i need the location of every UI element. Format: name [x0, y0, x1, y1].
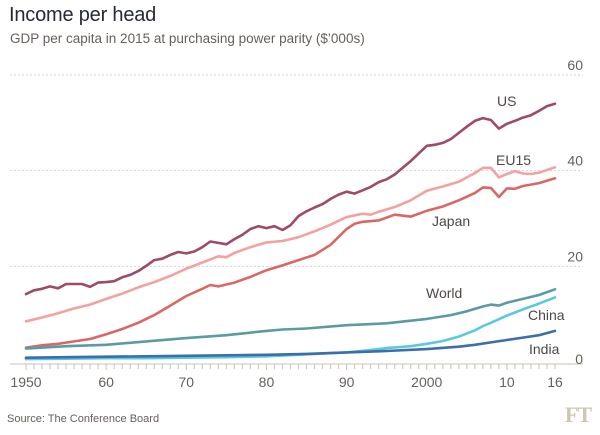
series-line-japan [24, 177, 557, 349]
x-tick-label: 90 [339, 374, 355, 390]
chart-title: Income per head [9, 4, 157, 26]
series-label-japan: Japan [432, 213, 470, 229]
series-line-us [24, 102, 557, 296]
x-tick-label: 2000 [411, 374, 442, 390]
series-label-india: India [529, 341, 560, 357]
series-line-eu15 [24, 166, 557, 323]
series-line-world [24, 288, 557, 350]
x-tick-label: 60 [98, 374, 114, 390]
y-tick-label: 60 [567, 57, 583, 73]
y-axis-labels: 0 20 40 60 [567, 57, 583, 367]
x-tick-label: 80 [259, 374, 275, 390]
source-note: Source: The Conference Board [7, 413, 160, 425]
series-labels: US EU15 Japan World China India [426, 93, 565, 357]
series-lines [24, 102, 557, 361]
y-tick-label: 40 [567, 153, 583, 169]
x-tick-label: 16 [547, 374, 563, 390]
series-label-us: US [497, 93, 516, 109]
series-label-china: China [528, 307, 565, 323]
chart-subtitle: GDP per capita in 2015 at purchasing pow… [10, 31, 365, 46]
ft-logo: FT [564, 402, 592, 427]
line-chart: 1950 60 70 80 90 2000 10 16 0 20 40 60 US EU15 Jap… [10, 57, 583, 390]
gridlines [10, 74, 583, 267]
x-tick-label: 10 [499, 374, 515, 390]
series-line-india [24, 329, 557, 359]
series-label-world: World [426, 285, 462, 301]
y-tick-label: 20 [567, 248, 583, 264]
x-tick-label: 1950 [10, 374, 41, 390]
x-axis: 1950 60 70 80 90 2000 10 16 [10, 363, 583, 390]
x-tick-label: 70 [179, 374, 195, 390]
series-label-eu15: EU15 [496, 152, 531, 168]
y-tick-label: 0 [575, 351, 583, 367]
series-line-china [24, 296, 557, 361]
